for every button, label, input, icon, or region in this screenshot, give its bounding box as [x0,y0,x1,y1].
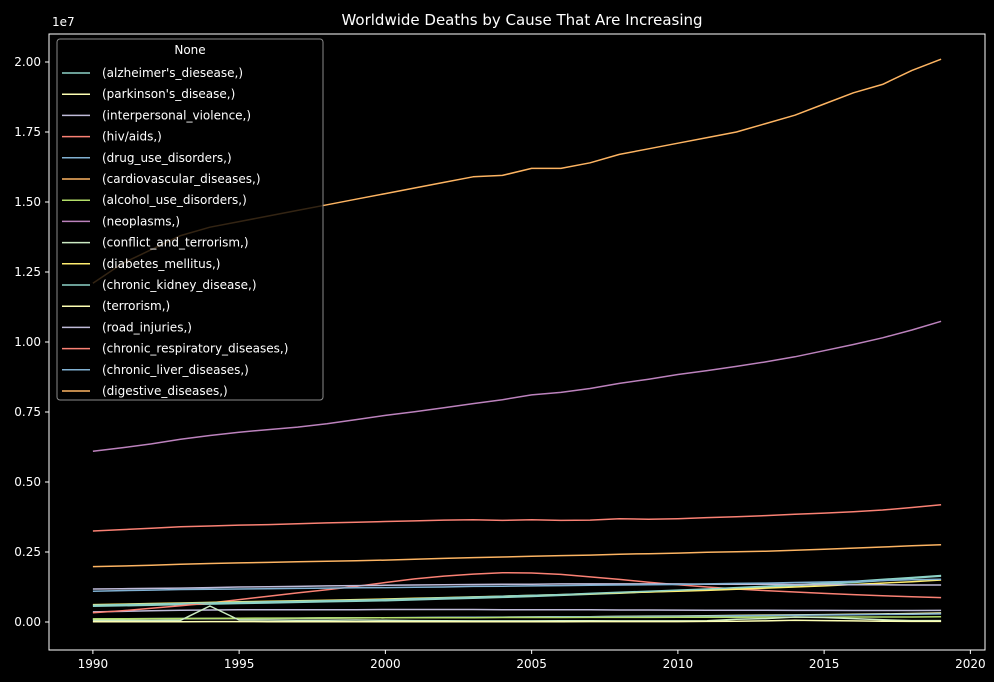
series-line-11 [92,619,942,623]
x-tick-label: 2000 [370,657,401,671]
legend-label: (chronic_liver_diseases,) [102,363,249,377]
series-line-2 [92,608,942,613]
series-line-3 [92,571,942,614]
y-tick-label: 0.75 [14,405,41,419]
legend-label: (conflict_and_terrorism,) [102,236,249,250]
ticks: 1990 1995 2000 2005 2010 2015 2020 0.00 0.25 0.50… [14,55,985,671]
legend-label: (alzheimer's_diesease,) [102,66,243,80]
x-tick-label: 2005 [516,657,547,671]
y-tick-label: 0.50 [14,475,41,489]
legend-label: (digestive_diseases,) [102,384,228,398]
x-tick-label: 2020 [955,657,986,671]
y-tick-label: 1.75 [14,125,41,139]
x-tick-label: 2015 [809,657,840,671]
y-tick-label: 0.00 [14,615,41,629]
series-line-14 [92,578,942,592]
series-line-15 [92,543,942,568]
legend: None (alzheimer's_diesease,) (parkinson's_… [56,38,324,401]
series-line-12 [92,583,942,590]
y-tick-label: 2.00 [14,55,41,69]
legend-label: (hiv/aids,) [102,130,162,144]
y-axis-offset-label: 1e7 [52,15,75,29]
y-tick-label: 1.25 [14,265,41,279]
x-tick-label: 2010 [663,657,694,671]
plot-lines [92,58,942,623]
legend-label: (interpersonal_violence,) [102,108,251,122]
legend-label: (diabetes_mellitus,) [102,257,220,271]
series-line-8 [92,605,942,622]
legend-label: (cardiovascular_diseases,) [102,172,261,186]
legend-label: (chronic_kidney_disease,) [102,278,257,292]
series-line-13 [92,503,942,532]
legend-label: (neoplasms,) [102,214,180,228]
series-line-0 [92,575,942,608]
x-tick-label: 1990 [78,657,109,671]
legend-label: (chronic_respiratory_diseases,) [102,342,288,356]
legend-label: (drug_use_disorders,) [102,151,232,165]
x-tick-label: 1995 [224,657,255,671]
y-tick-label: 0.25 [14,545,41,559]
legend-box [56,38,324,401]
y-tick-label: 1.00 [14,335,41,349]
legend-label: (terrorism,) [102,299,170,313]
legend-label: (alcohol_use_disorders,) [102,193,247,207]
legend-label: (parkinson's_disease,) [102,87,235,101]
y-tick-label: 1.50 [14,195,41,209]
legend-title: None [174,43,205,57]
series-line-7 [92,320,942,452]
chart-title: Worldwide Deaths by Cause That Are Incre… [341,11,702,29]
legend-label: (road_injuries,) [102,320,192,334]
